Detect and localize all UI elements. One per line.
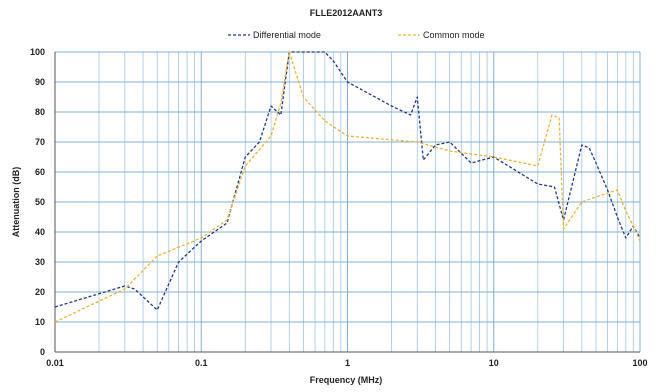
y-axis-title: Attenuation (dB) bbox=[11, 167, 21, 237]
legend-item-differential: Differential mode bbox=[228, 30, 321, 40]
y-tick-label-3: 30 bbox=[35, 257, 45, 267]
chart-title: FLLE2012AANT3 bbox=[310, 8, 383, 18]
legend: Differential mode Common mode bbox=[228, 30, 485, 40]
plot-series bbox=[54, 51, 641, 323]
y-tick-label-0: 0 bbox=[40, 347, 45, 357]
x-axis-title: Frequency (MHz) bbox=[310, 375, 383, 385]
series-line-common-mode bbox=[54, 51, 641, 323]
legend-label-differential: Differential mode bbox=[253, 30, 321, 40]
y-tick-label-1: 10 bbox=[35, 317, 45, 327]
y-tick-label-4: 40 bbox=[35, 227, 45, 237]
series-line-differential-mode bbox=[54, 51, 641, 311]
y-tick-label-7: 70 bbox=[35, 137, 45, 147]
y-tick-label-6: 60 bbox=[35, 167, 45, 177]
x-tick-label-2: 1 bbox=[345, 358, 350, 368]
y-tick-label-2: 20 bbox=[35, 287, 45, 297]
y-tick-label-9: 90 bbox=[35, 77, 45, 87]
x-tick-label-0: 0.01 bbox=[46, 358, 64, 368]
y-tick-label-5: 50 bbox=[35, 197, 45, 207]
x-tick-label-1: 0.1 bbox=[195, 358, 208, 368]
x-tick-labels: 0.01 0.1 1 10 100 bbox=[46, 358, 647, 368]
y-tick-label-8: 80 bbox=[35, 107, 45, 117]
axes bbox=[54, 52, 640, 353]
y-tick-labels: 0 10 20 30 40 50 60 70 80 90 100 bbox=[30, 47, 45, 357]
legend-label-common: Common mode bbox=[423, 30, 485, 40]
x-tick-label-3: 10 bbox=[489, 358, 499, 368]
gridlines bbox=[54, 51, 641, 353]
x-tick-label-4: 100 bbox=[632, 358, 647, 368]
legend-item-common: Common mode bbox=[398, 30, 485, 40]
y-tick-label-10: 100 bbox=[30, 47, 45, 57]
